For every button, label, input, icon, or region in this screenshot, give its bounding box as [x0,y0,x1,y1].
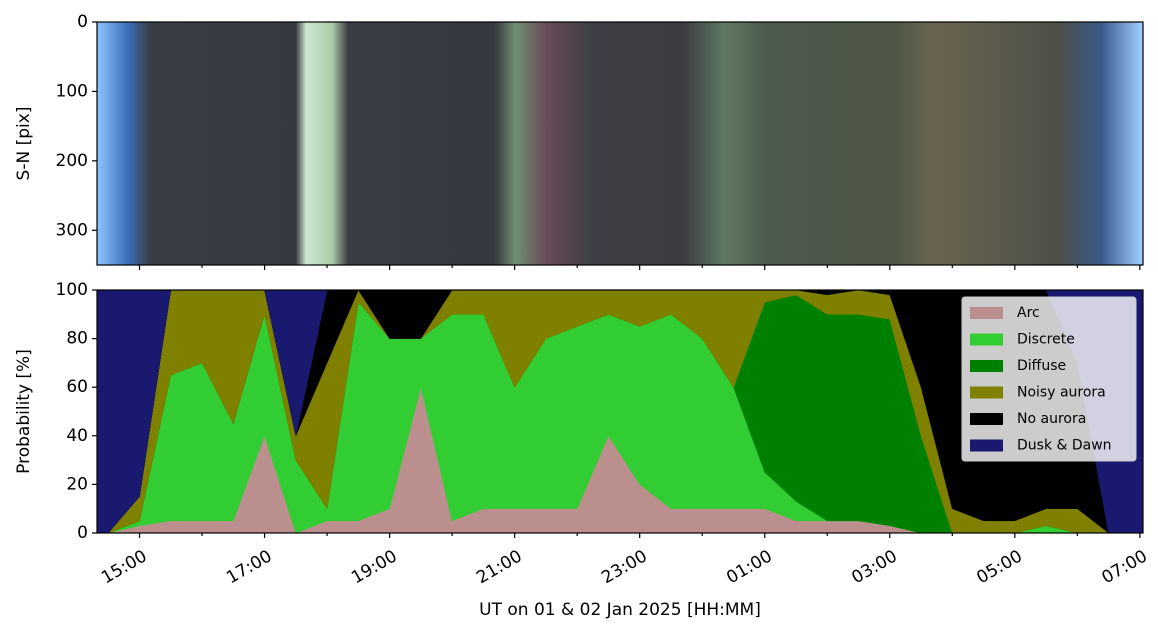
x-tick-label: 01:00 [723,546,775,588]
x-tick-label: 15:00 [98,546,150,588]
y-tick-label: 40 [66,426,88,446]
legend-swatch [970,413,1003,425]
legend-swatch [970,307,1003,319]
areas [96,289,1144,534]
top-frame [96,21,1144,266]
x-tick-label: 03:00 [848,546,900,588]
legend-swatch [970,360,1003,372]
x-tick-label: 19:00 [348,546,400,588]
legend-swatch [970,386,1003,399]
bottom-frame [96,289,1144,534]
y-tick-label: 80 [66,329,88,349]
keogram-image [97,22,1143,265]
legend-label: Discrete [1017,332,1075,348]
x-tick-label: 23:00 [598,546,650,588]
legend-label: Noisy aurora [1017,385,1106,401]
x-tick-label: 05:00 [973,546,1025,588]
y-tick-label: 60 [66,377,88,397]
x-label: UT on 01 & 02 Jan 2025 [HH:MM] [479,600,761,620]
legend-label: Diffuse [1017,358,1066,374]
legend-box [961,296,1137,462]
x-tick-label: 17:00 [223,546,275,588]
x-tick-label: 07:00 [1098,546,1150,588]
top-y-label: S-N [pix] [14,107,34,181]
y-tick-label: 20 [66,474,88,494]
y-tick-label: 300 [56,220,88,240]
legend-label: Arc [1017,305,1040,321]
x-tick-label: 21:00 [473,546,525,588]
y-tick-label: 100 [56,280,88,300]
legend-swatch [970,439,1003,452]
legend-label: Dusk & Dawn [1017,438,1112,454]
legend-label: No aurora [1017,411,1086,427]
legend-swatch [970,333,1003,346]
y-tick-label: 0 [77,523,88,543]
y-tick-label: 0 [77,12,88,32]
y-tick-label: 200 [56,151,88,171]
y-tick-label: 100 [56,81,88,101]
bottom-y-label: Probability [%] [14,349,34,474]
